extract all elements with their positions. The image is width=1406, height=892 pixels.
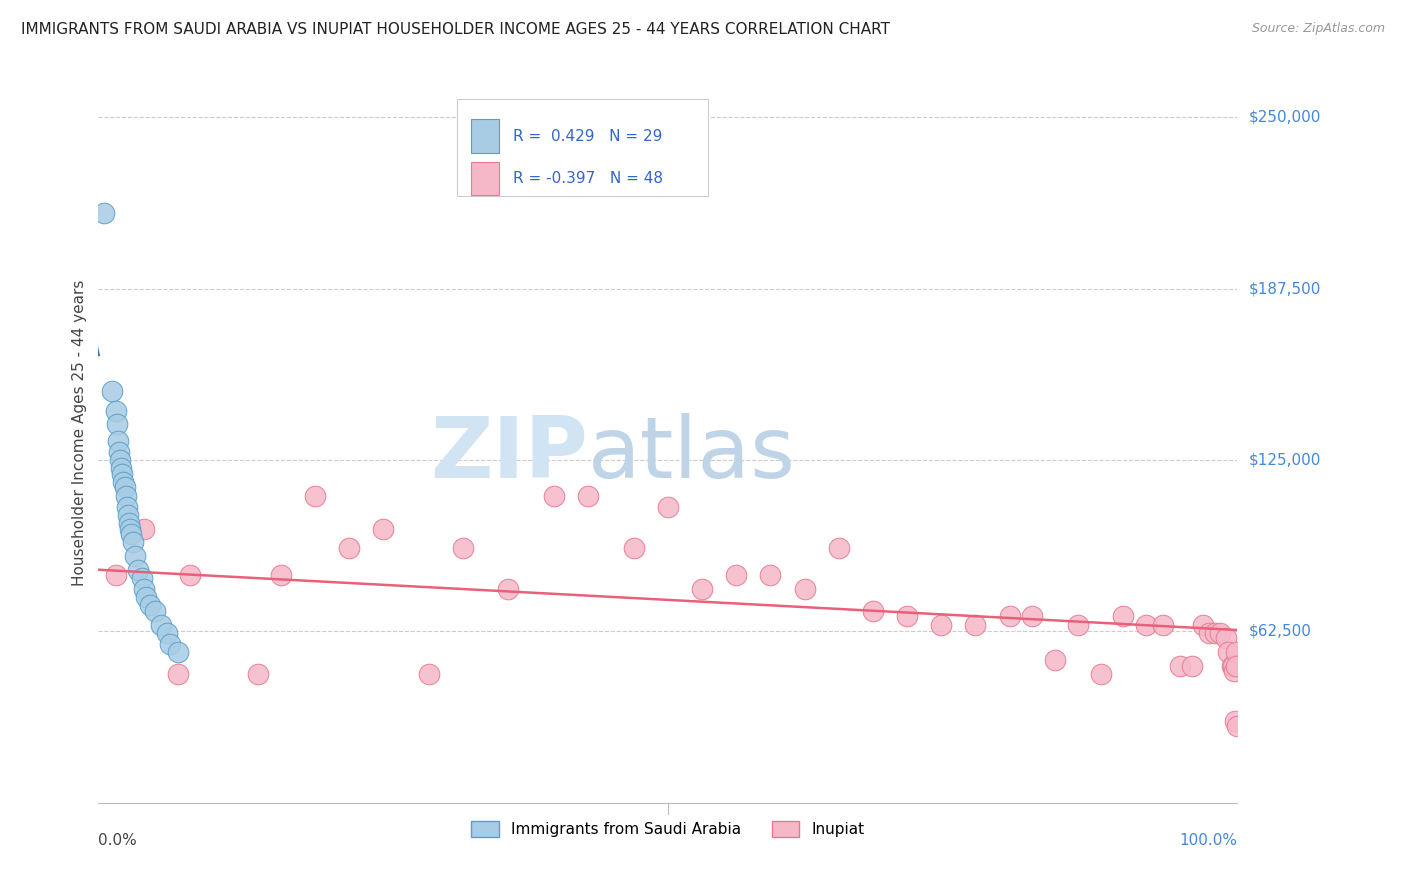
Point (623, 541, 645, 555)
Text: ZIP: ZIP (430, 413, 588, 496)
Point (690, 582, 713, 596)
Point (1220, 658, 1243, 673)
Point (121, 535, 143, 549)
Point (337, 541, 360, 555)
Point (896, 609, 918, 624)
Point (1209, 625, 1232, 640)
Text: R = -0.397   N = 48: R = -0.397 N = 48 (513, 171, 664, 186)
Text: R =  0.429   N = 29: R = 0.429 N = 29 (513, 128, 662, 144)
Point (110, 461, 132, 475)
Point (1223, 664, 1246, 678)
Point (862, 604, 884, 618)
Text: 100.0%: 100.0% (1180, 833, 1237, 848)
Text: $187,500: $187,500 (1249, 281, 1320, 296)
Point (120, 522, 142, 536)
Point (114, 489, 136, 503)
Point (1198, 625, 1220, 640)
Text: $62,500: $62,500 (1249, 624, 1312, 639)
Point (1090, 667, 1112, 681)
Text: $125,000: $125,000 (1249, 452, 1320, 467)
Point (132, 582, 155, 596)
Point (1067, 617, 1090, 632)
Bar (471, 120, 499, 153)
Point (1225, 645, 1247, 659)
Point (828, 541, 851, 555)
Point (101, 384, 124, 399)
Text: 0.0%: 0.0% (98, 833, 138, 848)
Point (124, 549, 146, 563)
Point (104, 403, 127, 417)
Point (1223, 714, 1246, 728)
Point (725, 568, 748, 582)
Point (118, 516, 141, 530)
Point (1226, 719, 1249, 733)
Point (1204, 625, 1226, 640)
Point (657, 500, 679, 514)
Point (1218, 645, 1240, 659)
Point (1152, 617, 1174, 632)
Point (145, 604, 167, 618)
Point (1170, 658, 1192, 673)
Point (93, 206, 115, 220)
Point (112, 475, 135, 489)
Point (156, 625, 179, 640)
Point (246, 667, 269, 681)
Point (418, 667, 440, 681)
Bar (471, 161, 499, 195)
Y-axis label: Householder Income Ages 25 - 44 years: Householder Income Ages 25 - 44 years (72, 279, 87, 586)
Point (1192, 617, 1215, 632)
Point (167, 667, 190, 681)
Point (159, 637, 181, 651)
Point (793, 582, 815, 596)
Point (1112, 609, 1135, 624)
Point (929, 617, 952, 632)
Point (543, 489, 565, 503)
Point (304, 489, 326, 503)
Point (138, 599, 160, 613)
Point (108, 445, 131, 459)
FancyBboxPatch shape (457, 99, 707, 195)
Point (998, 609, 1021, 624)
Point (105, 417, 128, 432)
Point (498, 582, 520, 596)
Point (451, 541, 474, 555)
Point (759, 568, 782, 582)
Point (167, 645, 190, 659)
Legend: Immigrants from Saudi Arabia, Inupiat: Immigrants from Saudi Arabia, Inupiat (465, 814, 870, 843)
Point (131, 571, 153, 585)
Point (150, 617, 173, 632)
Point (179, 568, 201, 582)
Point (1222, 658, 1244, 673)
Text: atlas: atlas (588, 413, 796, 496)
Point (117, 508, 139, 522)
Text: Source: ZipAtlas.com: Source: ZipAtlas.com (1251, 22, 1385, 36)
Point (1225, 658, 1247, 673)
Text: $250,000: $250,000 (1249, 110, 1320, 125)
Point (965, 617, 987, 632)
Point (1135, 617, 1157, 632)
Point (104, 568, 127, 582)
Text: IMMIGRANTS FROM SAUDI ARABIA VS INUPIAT HOUSEHOLDER INCOME AGES 25 - 44 YEARS CO: IMMIGRANTS FROM SAUDI ARABIA VS INUPIAT … (21, 22, 890, 37)
Point (1215, 632, 1237, 646)
Point (576, 489, 599, 503)
Point (132, 522, 155, 536)
Point (1021, 609, 1043, 624)
Point (1181, 658, 1204, 673)
Point (108, 453, 131, 467)
Point (120, 527, 142, 541)
Point (127, 563, 149, 577)
Point (114, 480, 136, 494)
Point (107, 434, 129, 448)
Point (371, 522, 394, 536)
Point (135, 590, 157, 604)
Point (1043, 653, 1066, 667)
Point (111, 467, 134, 481)
Point (270, 568, 292, 582)
Point (115, 500, 138, 514)
